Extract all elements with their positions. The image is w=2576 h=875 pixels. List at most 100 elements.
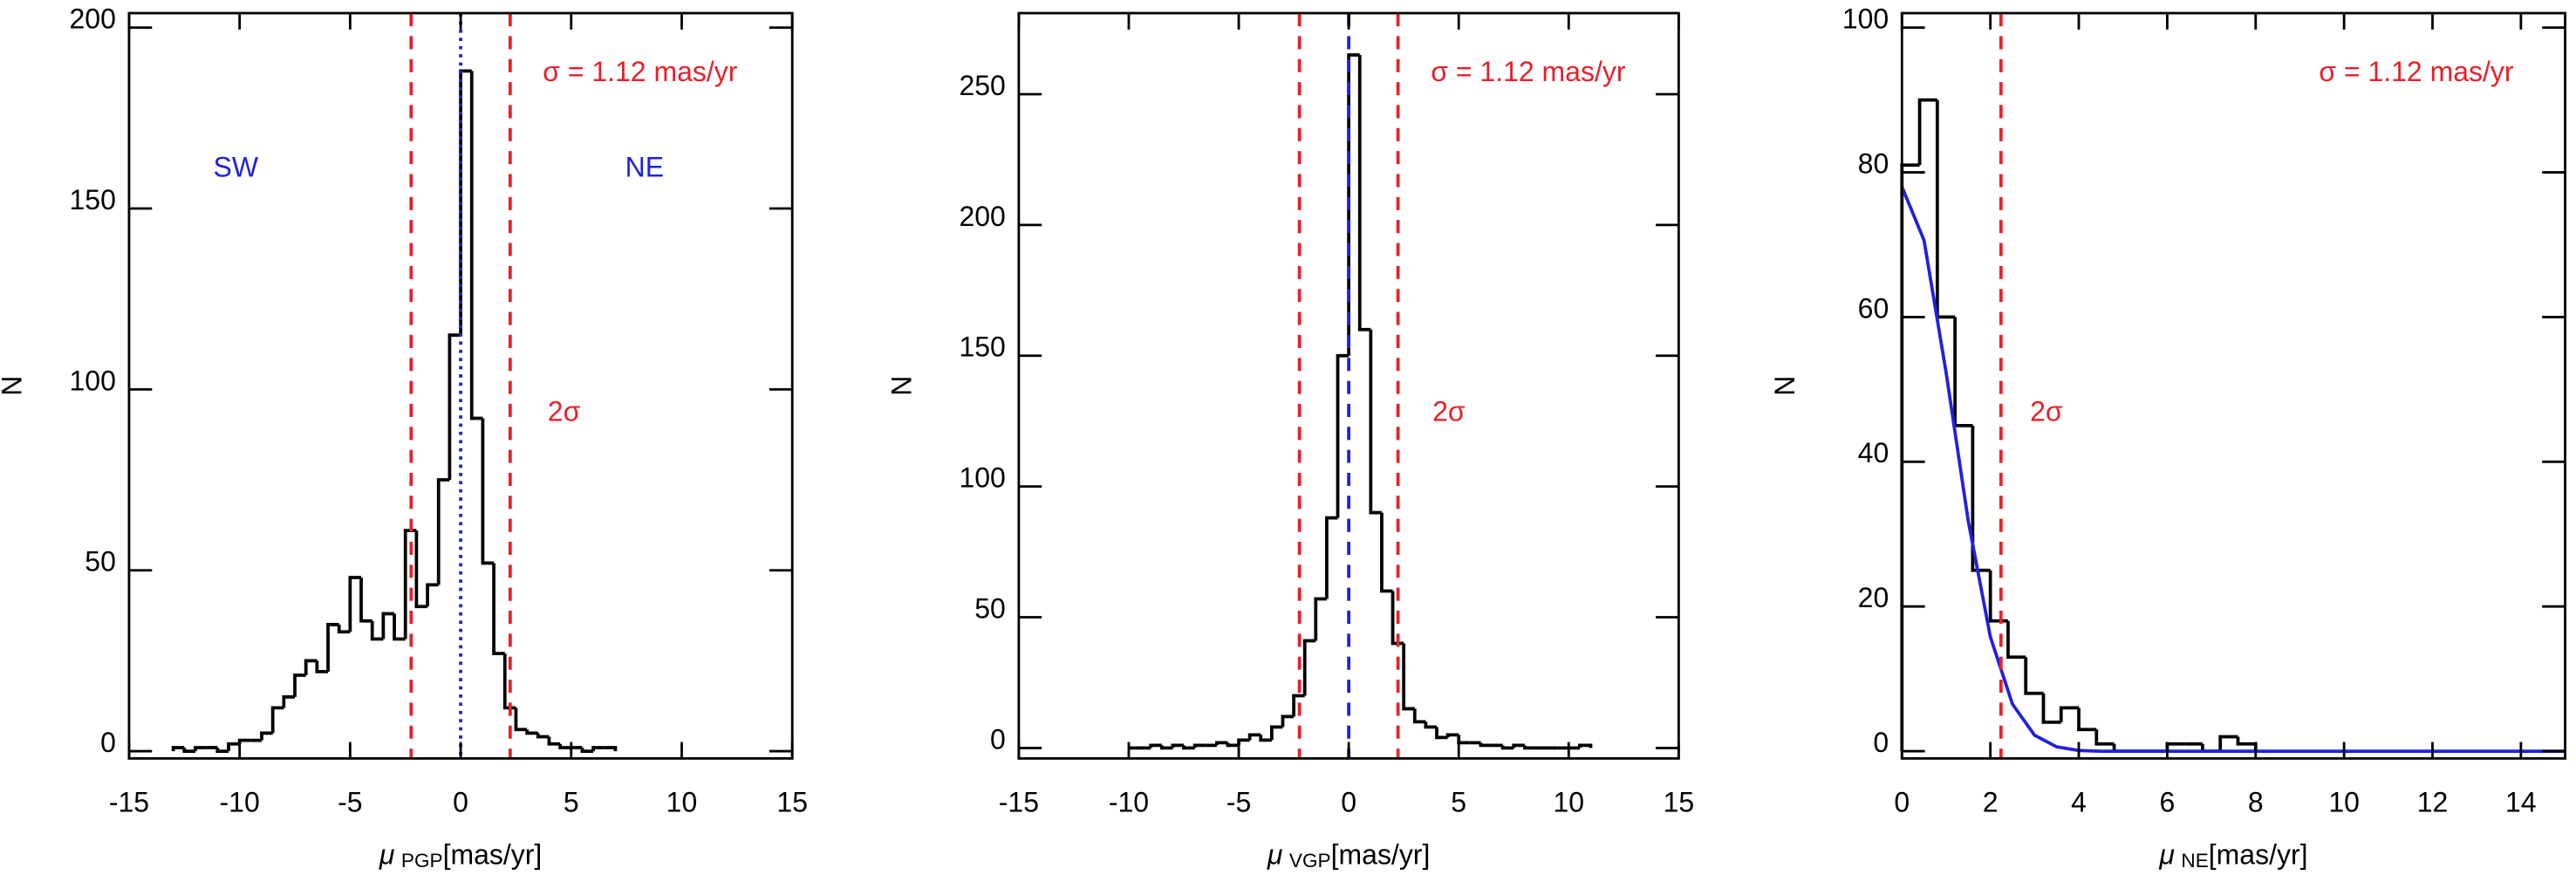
histogram-step xyxy=(469,71,483,420)
histogram-step xyxy=(1402,643,1415,711)
histogram-step xyxy=(1171,743,1185,749)
histogram-step xyxy=(1424,721,1437,729)
x-tick-label: 6 xyxy=(2159,787,2175,818)
histogram-step xyxy=(1259,735,1272,742)
histogram-step xyxy=(2024,657,2044,695)
y-tick-label: 60 xyxy=(1858,292,1889,324)
histogram-step xyxy=(282,695,296,708)
histogram-step xyxy=(260,731,273,741)
annotation: SW xyxy=(213,151,258,182)
histogram-step xyxy=(1336,353,1349,518)
histogram-step xyxy=(2218,735,2238,752)
histogram-step xyxy=(171,746,185,752)
x-tick-label: -10 xyxy=(220,787,260,818)
y-tick-label: 0 xyxy=(990,723,1006,755)
histogram-step xyxy=(1900,163,1920,752)
histogram-step xyxy=(1390,591,1404,646)
y-tick-label: 100 xyxy=(1842,3,1889,35)
histogram-step xyxy=(1935,99,1956,319)
x-label-symbol: μ xyxy=(379,839,395,871)
y-tick-label: 50 xyxy=(974,592,1006,624)
histogram-step xyxy=(348,576,362,632)
histogram-step xyxy=(2041,693,2061,724)
histogram-step xyxy=(492,563,505,656)
x-tick-label: 2 xyxy=(1983,787,1999,818)
y-tick-label: 100 xyxy=(70,365,116,396)
y-tick-label: 40 xyxy=(1858,437,1889,468)
histogram-step xyxy=(215,747,229,753)
x-label-sub: VGP xyxy=(1289,850,1331,872)
histogram-step xyxy=(1226,742,1240,748)
x-label-unit: [mas/yr] xyxy=(443,839,543,871)
x-tick-label: -5 xyxy=(1227,787,1251,818)
x-tick-label: 0 xyxy=(1894,787,1910,818)
y-tick-label: 250 xyxy=(959,70,1005,101)
histogram-step xyxy=(1325,516,1338,599)
x-tick-label: 0 xyxy=(1341,787,1356,818)
histogram-step xyxy=(293,673,306,697)
histogram-step xyxy=(1412,708,1426,724)
histogram-step xyxy=(1988,570,2008,623)
histogram-step xyxy=(1971,425,1991,572)
histogram-step xyxy=(1214,741,1228,746)
histogram-step xyxy=(2077,708,2097,732)
x-tick-label: 10 xyxy=(666,787,698,818)
x-tick-label: -15 xyxy=(999,787,1039,818)
x-tick-label: 5 xyxy=(564,787,579,818)
y-tick-label: 150 xyxy=(959,332,1005,363)
annotation: 2σ xyxy=(1432,396,1466,427)
histogram-step xyxy=(481,418,495,565)
histogram-step xyxy=(1479,742,1493,748)
x-tick-label: 15 xyxy=(776,787,808,818)
x-label-sub: PGP xyxy=(401,850,443,872)
histogram-step xyxy=(1512,743,1525,749)
histogram-step xyxy=(1500,745,1514,750)
x-axis-label: μ PGP[mas/yr] xyxy=(379,839,542,872)
x-label-unit: [mas/yr] xyxy=(2209,839,2308,871)
histogram-step xyxy=(270,706,284,734)
histogram-step xyxy=(315,660,329,673)
histogram-step xyxy=(414,530,428,609)
histogram-step xyxy=(1292,694,1305,717)
histogram-step xyxy=(1269,725,1283,741)
histogram-step xyxy=(580,747,594,753)
histogram-step xyxy=(182,747,195,753)
histogram-step xyxy=(591,746,605,752)
histogram-step xyxy=(326,623,339,672)
y-axis-label: N xyxy=(1769,376,1800,396)
histogram-step xyxy=(1578,743,1593,749)
annotation: σ = 1.12 mas/yr xyxy=(543,56,738,87)
histogram-step xyxy=(1347,53,1360,356)
histogram-step xyxy=(1237,738,1250,746)
histogram-step xyxy=(1302,639,1316,696)
x-label-symbol: μ xyxy=(1267,839,1283,871)
y-tick-label: 0 xyxy=(1873,727,1889,758)
histogram-step xyxy=(525,729,538,735)
plot-frame xyxy=(1900,11,2566,760)
histogram-step xyxy=(1281,714,1295,728)
histogram-step xyxy=(393,613,406,641)
x-tick-label: 10 xyxy=(2328,787,2360,818)
x-label-symbol: μ xyxy=(2158,839,2175,871)
x-label-unit: [mas/yr] xyxy=(1331,839,1431,871)
y-tick-label: 100 xyxy=(959,462,1005,494)
y-tick-label: 80 xyxy=(1858,147,1889,179)
x-tick-label: 15 xyxy=(1664,787,1695,818)
y-axis-label: N xyxy=(0,376,28,396)
annotation: 2σ xyxy=(2030,396,2063,427)
histogram-step xyxy=(381,612,395,639)
histogram-step xyxy=(1182,745,1195,750)
fit-curve xyxy=(1900,186,2566,753)
histogram-step xyxy=(547,736,561,746)
annotation: σ = 1.12 mas/yr xyxy=(1431,56,1626,87)
histogram-step xyxy=(2006,620,2026,660)
y-tick-label: 20 xyxy=(1858,582,1889,613)
x-tick-label: 10 xyxy=(1553,787,1584,818)
histogram-step xyxy=(359,578,372,623)
histogram-step xyxy=(1247,733,1261,741)
histogram-step xyxy=(1522,745,1536,750)
x-tick-label: 12 xyxy=(2417,787,2449,818)
histogram-step xyxy=(227,742,240,752)
annotation: 2σ xyxy=(548,396,581,427)
